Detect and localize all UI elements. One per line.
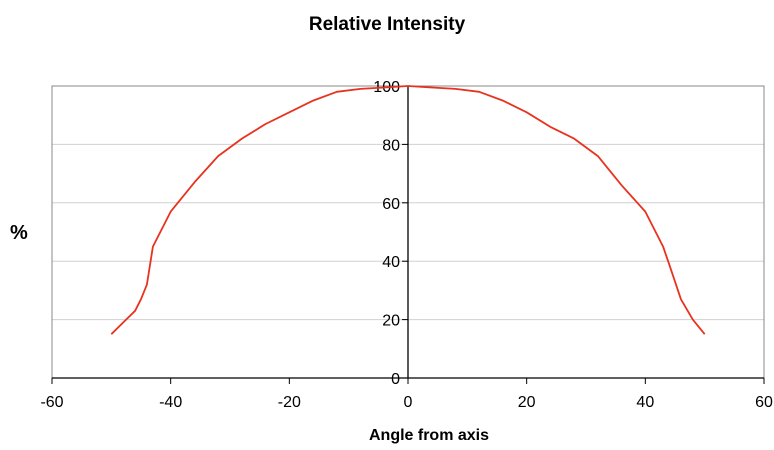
x-tick-label-0: 0 [404,394,413,411]
y-tick-label-20: 20 [382,313,400,330]
x-tick-label--40: -40 [159,394,182,411]
chart-title: Relative Intensity [308,14,466,35]
x-tick-label--60: -60 [40,394,63,411]
x-tick-label-40: 40 [636,394,654,411]
x-axis-label: Angle from axis [368,427,490,444]
y-tick-label-40: 40 [382,254,400,271]
y-tick-label-0: 0 [391,371,400,388]
x-tick-label--20: -20 [278,394,301,411]
series-line-0 [110,85,706,335]
x-tick-label-20: 20 [518,394,536,411]
y-tick-label-60: 60 [382,196,400,213]
x-tick-label-60: 60 [755,394,773,411]
y-tick-label-80: 80 [382,137,400,154]
y-axis-label: % [10,222,28,244]
